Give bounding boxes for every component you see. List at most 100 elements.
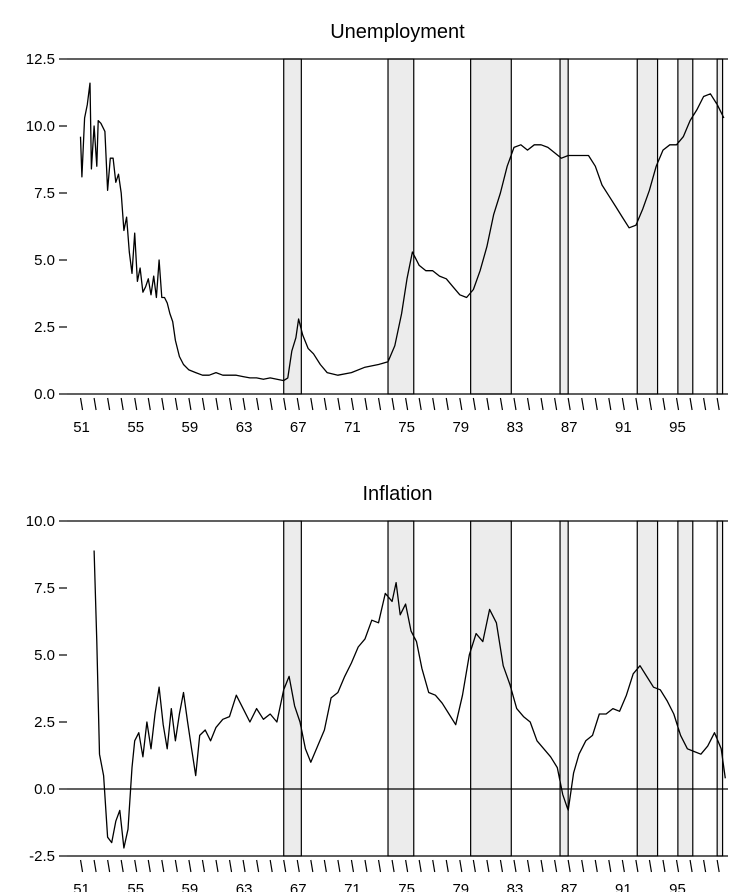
shaded-period [559, 58, 569, 395]
x-tick [296, 397, 300, 411]
x-tick-label: 79 [452, 881, 469, 892]
x-tick [405, 859, 409, 873]
x-tick-label: 83 [507, 881, 524, 892]
x-tick [594, 397, 598, 411]
x-tick [513, 397, 517, 411]
x-tick-label: 63 [236, 419, 253, 436]
x-tick-label: 51 [73, 881, 90, 892]
y-tick-label: 5.0 [34, 647, 55, 664]
x-tick [120, 397, 124, 411]
x-tick [310, 859, 314, 873]
x-tick [418, 859, 422, 873]
x-tick [703, 859, 707, 873]
x-tick-label: 59 [182, 419, 199, 436]
x-tick [269, 397, 273, 411]
x-tick [648, 397, 653, 411]
x-tick-label: 79 [452, 419, 469, 436]
x-tick [283, 397, 287, 411]
x-tick [107, 397, 111, 411]
shaded-period [470, 520, 512, 857]
x-tick [201, 859, 206, 873]
shaded-period [387, 58, 415, 395]
x-tick [377, 397, 382, 411]
x-tick [269, 859, 273, 873]
x-tick [215, 859, 219, 873]
x-tick [608, 859, 612, 873]
x-tick [350, 397, 355, 411]
x-tick [499, 397, 504, 411]
x-tick [337, 397, 341, 411]
x-tick [472, 859, 476, 873]
x-tick [201, 397, 206, 411]
x-tick [147, 397, 151, 411]
x-tick [635, 397, 639, 411]
x-tick [188, 397, 192, 411]
x-tick-label: 87 [561, 881, 578, 892]
x-tick [526, 397, 531, 411]
x-tick-label: 87 [561, 419, 578, 436]
x-tick-label: 71 [344, 419, 361, 436]
y-tick-label: 10.0 [26, 513, 55, 530]
x-tick [256, 397, 260, 411]
x-tick [472, 397, 476, 411]
x-tick [567, 859, 571, 873]
x-tick [621, 397, 625, 411]
x-tick [432, 859, 436, 873]
x-tick [310, 397, 314, 411]
y-tick-label: 12.5 [26, 51, 55, 68]
x-tick [689, 397, 693, 411]
unemployment-panel: Unemployment 0.0 2.5 5.0 7.5 10.0 12.5 51 55 59 6… [26, 21, 728, 436]
x-tick [445, 859, 449, 873]
x-tick [486, 859, 490, 873]
shaded-period [716, 520, 724, 857]
x-tick [554, 397, 558, 411]
x-tick [79, 397, 84, 411]
x-tick [337, 859, 341, 873]
x-tick-label: 55 [127, 881, 144, 892]
shaded-period [283, 58, 302, 395]
y-tick-label: 7.5 [34, 185, 55, 202]
x-tick [228, 859, 233, 873]
x-tick [581, 859, 585, 873]
x-tick [581, 397, 585, 411]
x-tick-label: 55 [127, 419, 144, 436]
x-tick [161, 397, 165, 411]
x-tick [147, 859, 151, 873]
shaded-period [636, 58, 659, 395]
y-tick-label: -2.5 [29, 848, 55, 865]
x-tick-label: 75 [398, 419, 415, 436]
x-tick [459, 859, 463, 873]
x-tick [134, 859, 138, 873]
x-tick-label: 59 [182, 881, 199, 892]
x-tick [554, 859, 558, 873]
x-tick [188, 859, 192, 873]
y-tick-label: 2.5 [34, 319, 55, 336]
y-tick-label: 0.0 [34, 386, 55, 403]
chart-title: Inflation [362, 483, 432, 505]
x-tick [296, 859, 300, 873]
x-tick [283, 859, 287, 873]
x-tick-label: 71 [344, 881, 361, 892]
x-tick-label: 83 [507, 419, 524, 436]
x-tick [323, 397, 327, 411]
x-tick [594, 859, 598, 873]
x-tick [567, 397, 571, 411]
x-tick [242, 859, 246, 873]
x-tick [703, 397, 707, 411]
x-tick-label: 51 [73, 419, 90, 436]
series-line [79, 82, 725, 382]
x-tick-label: 95 [669, 419, 686, 436]
x-tick-label: 95 [669, 881, 686, 892]
x-tick [323, 859, 327, 873]
x-tick [662, 859, 666, 873]
x-tick [540, 397, 544, 411]
x-tick [174, 859, 178, 873]
x-tick [242, 397, 246, 411]
x-tick [526, 859, 531, 873]
x-tick [79, 859, 84, 873]
x-tick [513, 859, 517, 873]
x-tick [621, 859, 625, 873]
x-tick [107, 859, 111, 873]
x-tick [540, 859, 544, 873]
